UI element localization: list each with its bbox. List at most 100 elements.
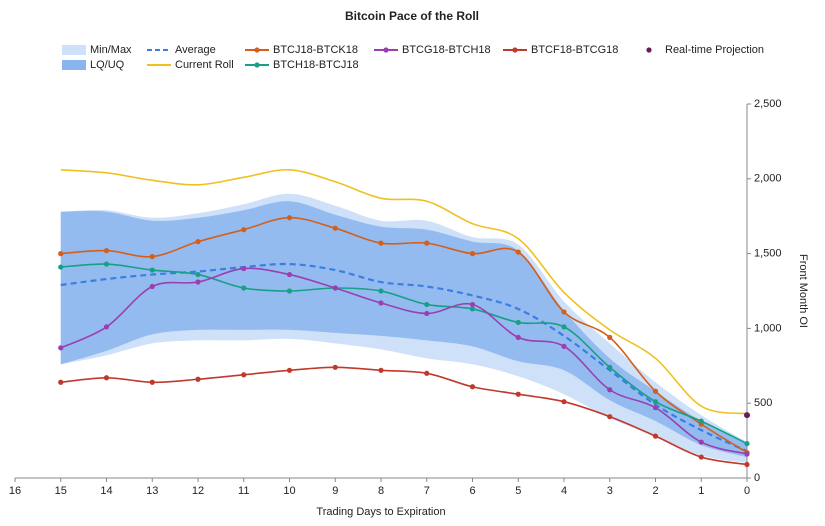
series-marker	[149, 253, 155, 260]
x-tick-label: 9	[332, 485, 338, 497]
legend-swatch	[512, 47, 518, 53]
series-marker	[744, 451, 750, 457]
x-tick-label: 10	[283, 485, 295, 497]
series-marker	[424, 370, 430, 376]
legend-label: BTCG18-BTCH18	[402, 44, 491, 56]
series-marker	[744, 461, 750, 468]
series-marker	[286, 367, 293, 373]
legend-label: LQ/UQ	[90, 59, 125, 71]
x-tick-label: 8	[378, 485, 384, 497]
legend-label: Average	[175, 44, 216, 56]
series-marker	[698, 454, 704, 460]
series-marker	[607, 414, 613, 420]
series-marker	[378, 300, 384, 306]
series-marker	[195, 271, 201, 278]
series-marker	[58, 345, 64, 351]
series-marker	[607, 364, 613, 370]
x-tick-label: 0	[744, 485, 750, 497]
series-marker	[652, 405, 659, 411]
legend-label: BTCH18-BTCJ18	[273, 59, 359, 71]
legend-swatch	[254, 47, 260, 53]
series-marker	[515, 391, 521, 397]
series-marker	[58, 251, 64, 257]
x-tick-label: 16	[9, 485, 21, 497]
series-marker	[149, 283, 155, 290]
series-marker	[332, 285, 338, 291]
series-marker	[515, 334, 521, 340]
series-marker	[561, 309, 567, 315]
series-marker	[469, 384, 476, 390]
series-marker	[424, 301, 430, 308]
series-marker	[515, 249, 521, 255]
x-tick-label: 13	[146, 485, 158, 497]
x-tick-label: 2	[652, 485, 658, 497]
series-marker	[698, 439, 704, 445]
series-marker	[286, 271, 293, 278]
series-marker	[469, 251, 476, 257]
series-marker	[469, 306, 476, 312]
series-marker	[241, 372, 247, 378]
series-marker	[561, 399, 567, 405]
series-marker	[424, 310, 430, 317]
series-line	[60, 169, 748, 415]
series-marker	[103, 375, 110, 381]
y-tick-label: 500	[754, 397, 772, 409]
x-tick-label: 12	[192, 485, 204, 497]
series-marker	[469, 301, 476, 308]
x-tick-label: 3	[607, 485, 613, 497]
chart-title: Bitcoin Pace of the Roll	[345, 9, 479, 23]
legend-label: Real-time Projection	[665, 44, 764, 56]
series-marker	[561, 324, 567, 330]
band-area	[60, 201, 747, 458]
series-marker	[195, 376, 201, 382]
x-tick-label: 6	[469, 485, 475, 497]
series-marker	[652, 433, 659, 439]
series-marker	[241, 265, 247, 272]
legend-swatch	[254, 62, 260, 68]
series-marker	[698, 418, 704, 424]
legend-swatch	[62, 45, 86, 55]
legend-swatch	[646, 47, 652, 53]
series-marker	[744, 440, 750, 447]
y-axis-title: Front Month OI	[797, 254, 809, 328]
series-marker	[378, 367, 384, 373]
series-marker	[241, 227, 247, 233]
x-tick-label: 5	[515, 485, 521, 497]
legend-label: BTCF18-BTCG18	[531, 44, 618, 56]
series-line	[60, 366, 748, 466]
x-tick-label: 1	[698, 485, 704, 497]
legend-label: Min/Max	[90, 44, 132, 56]
x-tick-label: 14	[100, 485, 112, 497]
y-tick-label: 0	[754, 472, 760, 484]
legend-swatch	[383, 47, 389, 53]
x-tick-label: 7	[424, 485, 430, 497]
series-marker	[424, 240, 430, 246]
scatter-point	[744, 412, 750, 419]
series-marker	[149, 267, 155, 273]
series-marker	[149, 379, 155, 385]
series-marker	[378, 240, 384, 246]
series-marker	[195, 239, 201, 245]
y-tick-label: 1,000	[754, 322, 782, 334]
x-axis-title: Trading Days to Expiration	[316, 506, 445, 518]
legend-label: Current Roll	[175, 59, 234, 71]
series-marker	[58, 264, 64, 270]
series-marker	[103, 248, 110, 254]
x-tick-label: 4	[561, 485, 567, 497]
series-line	[60, 263, 748, 445]
x-tick-label: 11	[238, 485, 249, 497]
legend-label: BTCJ18-BTCK18	[273, 44, 358, 56]
series-marker	[103, 261, 110, 267]
y-tick-label: 2,500	[754, 98, 782, 110]
series-marker	[286, 215, 293, 221]
series-marker	[286, 288, 293, 294]
series-marker	[652, 399, 659, 405]
series-marker	[332, 364, 338, 370]
x-tick-label: 15	[55, 485, 67, 497]
y-tick-label: 1,500	[754, 248, 782, 260]
series-marker	[515, 319, 521, 326]
series-marker	[378, 288, 384, 294]
series-marker	[332, 225, 338, 231]
